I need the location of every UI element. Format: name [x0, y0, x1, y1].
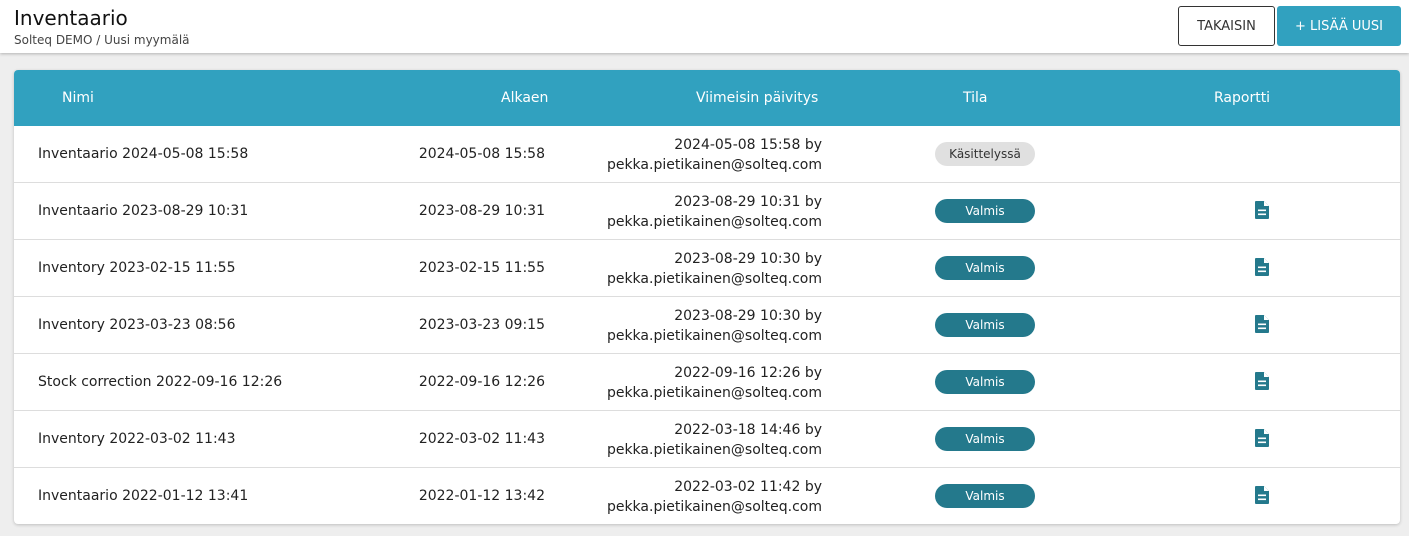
row-updated: 2023-08-29 10:30 by pekka.pietikainen@sol…	[607, 249, 822, 289]
status-badge: Valmis	[935, 484, 1035, 508]
table-row[interactable]: Inventory 2023-03-23 08:56 2023-03-23 09…	[14, 297, 1400, 354]
table-row[interactable]: Inventaario 2024-05-08 15:58 2024-05-08 …	[14, 126, 1400, 183]
row-start: 2022-09-16 12:26	[418, 374, 545, 390]
row-updated: 2022-03-18 14:46 by pekka.pietikainen@sol…	[607, 420, 822, 460]
updated-time: 2022-03-18 14:46 by	[674, 422, 822, 438]
row-start: 2023-02-15 11:55	[418, 260, 545, 276]
breadcrumb: Solteq DEMO / Uusi myymälä	[14, 33, 190, 47]
add-new-button[interactable]: + LISÄÄ UUSI	[1277, 6, 1401, 46]
column-header-start[interactable]: Alkaen	[501, 90, 549, 106]
updated-time: 2022-09-16 12:26 by	[674, 365, 822, 381]
page-title: Inventaario	[14, 6, 128, 30]
row-name[interactable]: Stock correction 2022-09-16 12:26	[38, 374, 283, 390]
document-icon[interactable]	[1255, 315, 1269, 333]
row-start: 2024-05-08 15:58	[418, 146, 545, 162]
row-updated: 2023-08-29 10:30 by pekka.pietikainen@sol…	[607, 306, 822, 346]
column-header-name[interactable]: Nimi	[62, 90, 94, 106]
status-badge: Valmis	[935, 199, 1035, 223]
row-start: 2023-08-29 10:31	[418, 203, 545, 219]
row-start: 2022-03-02 11:43	[418, 431, 545, 447]
row-name[interactable]: Inventaario 2024-05-08 15:58	[38, 146, 249, 162]
table-body: Inventaario 2024-05-08 15:58 2024-05-08 …	[14, 126, 1400, 524]
document-icon[interactable]	[1255, 372, 1269, 390]
row-name[interactable]: Inventaario 2023-08-29 10:31	[38, 203, 249, 219]
status-badge: Valmis	[935, 256, 1035, 280]
status-badge: Valmis	[935, 427, 1035, 451]
document-icon[interactable]	[1255, 201, 1269, 219]
updated-time: 2022-03-02 11:42 by	[674, 479, 822, 495]
row-name[interactable]: Inventory 2023-02-15 11:55	[38, 260, 236, 276]
table-row[interactable]: Inventaario 2023-08-29 10:31 2023-08-29 …	[14, 183, 1400, 240]
updated-by: pekka.pietikainen@solteq.com	[606, 271, 822, 287]
status-badge: Valmis	[935, 370, 1035, 394]
updated-by: pekka.pietikainen@solteq.com	[606, 157, 822, 173]
updated-by: pekka.pietikainen@solteq.com	[606, 442, 822, 458]
row-updated: 2023-08-29 10:31 by pekka.pietikainen@sol…	[607, 192, 822, 232]
back-button[interactable]: TAKAISIN	[1178, 6, 1275, 46]
inventory-table: Nimi Alkaen Viimeisin päivitys Tila Rapo…	[14, 70, 1400, 524]
row-updated: 2024-05-08 15:58 by pekka.pietikainen@sol…	[607, 135, 822, 175]
updated-by: pekka.pietikainen@solteq.com	[606, 499, 822, 515]
table-row[interactable]: Inventaario 2022-01-12 13:41 2022-01-12 …	[14, 468, 1400, 524]
table-header: Nimi Alkaen Viimeisin päivitys Tila Rapo…	[14, 70, 1400, 126]
document-icon[interactable]	[1255, 429, 1269, 447]
top-bar: Inventaario Solteq DEMO / Uusi myymälä T…	[0, 0, 1409, 53]
row-updated: 2022-09-16 12:26 by pekka.pietikainen@sol…	[607, 363, 822, 403]
status-badge: Valmis	[935, 313, 1035, 337]
updated-by: pekka.pietikainen@solteq.com	[606, 385, 822, 401]
row-start: 2023-03-23 09:15	[418, 317, 545, 333]
table-row[interactable]: Inventory 2022-03-02 11:43 2022-03-02 11…	[14, 411, 1400, 468]
document-icon[interactable]	[1255, 258, 1269, 276]
row-start: 2022-01-12 13:42	[418, 488, 545, 504]
status-badge: Käsittelyssä	[935, 142, 1035, 166]
row-name[interactable]: Inventaario 2022-01-12 13:41	[38, 488, 249, 504]
row-updated: 2022-03-02 11:42 by pekka.pietikainen@sol…	[607, 477, 822, 517]
column-header-status[interactable]: Tila	[963, 90, 988, 106]
column-header-report[interactable]: Raportti	[1214, 90, 1271, 106]
updated-time: 2023-08-29 10:30 by	[674, 251, 822, 267]
row-name[interactable]: Inventory 2022-03-02 11:43	[38, 431, 236, 447]
table-row[interactable]: Stock correction 2022-09-16 12:26 2022-0…	[14, 354, 1400, 411]
document-icon[interactable]	[1255, 486, 1269, 504]
updated-by: pekka.pietikainen@solteq.com	[606, 214, 822, 230]
row-name[interactable]: Inventory 2023-03-23 08:56	[38, 317, 236, 333]
updated-time: 2023-08-29 10:30 by	[674, 308, 822, 324]
column-header-updated[interactable]: Viimeisin päivitys	[696, 90, 819, 106]
updated-by: pekka.pietikainen@solteq.com	[606, 328, 822, 344]
updated-time: 2024-05-08 15:58 by	[674, 137, 822, 153]
table-row[interactable]: Inventory 2023-02-15 11:55 2023-02-15 11…	[14, 240, 1400, 297]
updated-time: 2023-08-29 10:31 by	[674, 194, 822, 210]
